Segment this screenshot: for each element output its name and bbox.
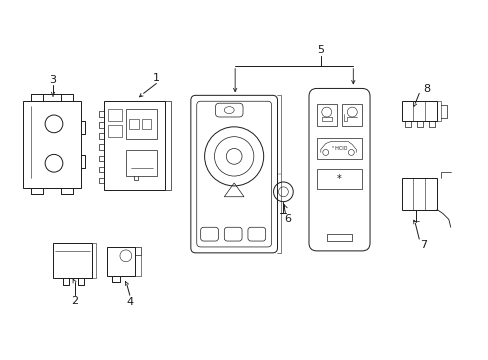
Bar [53,243,92,278]
Bar [23,101,81,188]
Bar [316,104,336,126]
Bar [316,169,362,189]
Bar [401,178,436,210]
Text: ⌃HClO: ⌃HClO [331,146,347,151]
Bar [401,101,436,121]
Bar [107,247,135,276]
Text: 7: 7 [419,240,426,250]
Text: 5: 5 [317,45,324,55]
Bar [326,234,351,241]
Bar [342,104,362,126]
Text: 8: 8 [423,84,430,94]
Bar [104,101,165,190]
Bar [125,150,157,176]
Bar [108,109,122,121]
Text: 3: 3 [49,75,57,85]
Text: *: * [336,174,341,184]
Bar [128,119,139,129]
Bar [125,109,157,139]
Text: 2: 2 [71,296,78,306]
Text: 6: 6 [283,215,290,224]
Bar [108,125,122,137]
Text: 4: 4 [126,297,133,307]
Bar [142,119,151,129]
Text: 1: 1 [153,73,160,82]
Bar [316,138,362,159]
